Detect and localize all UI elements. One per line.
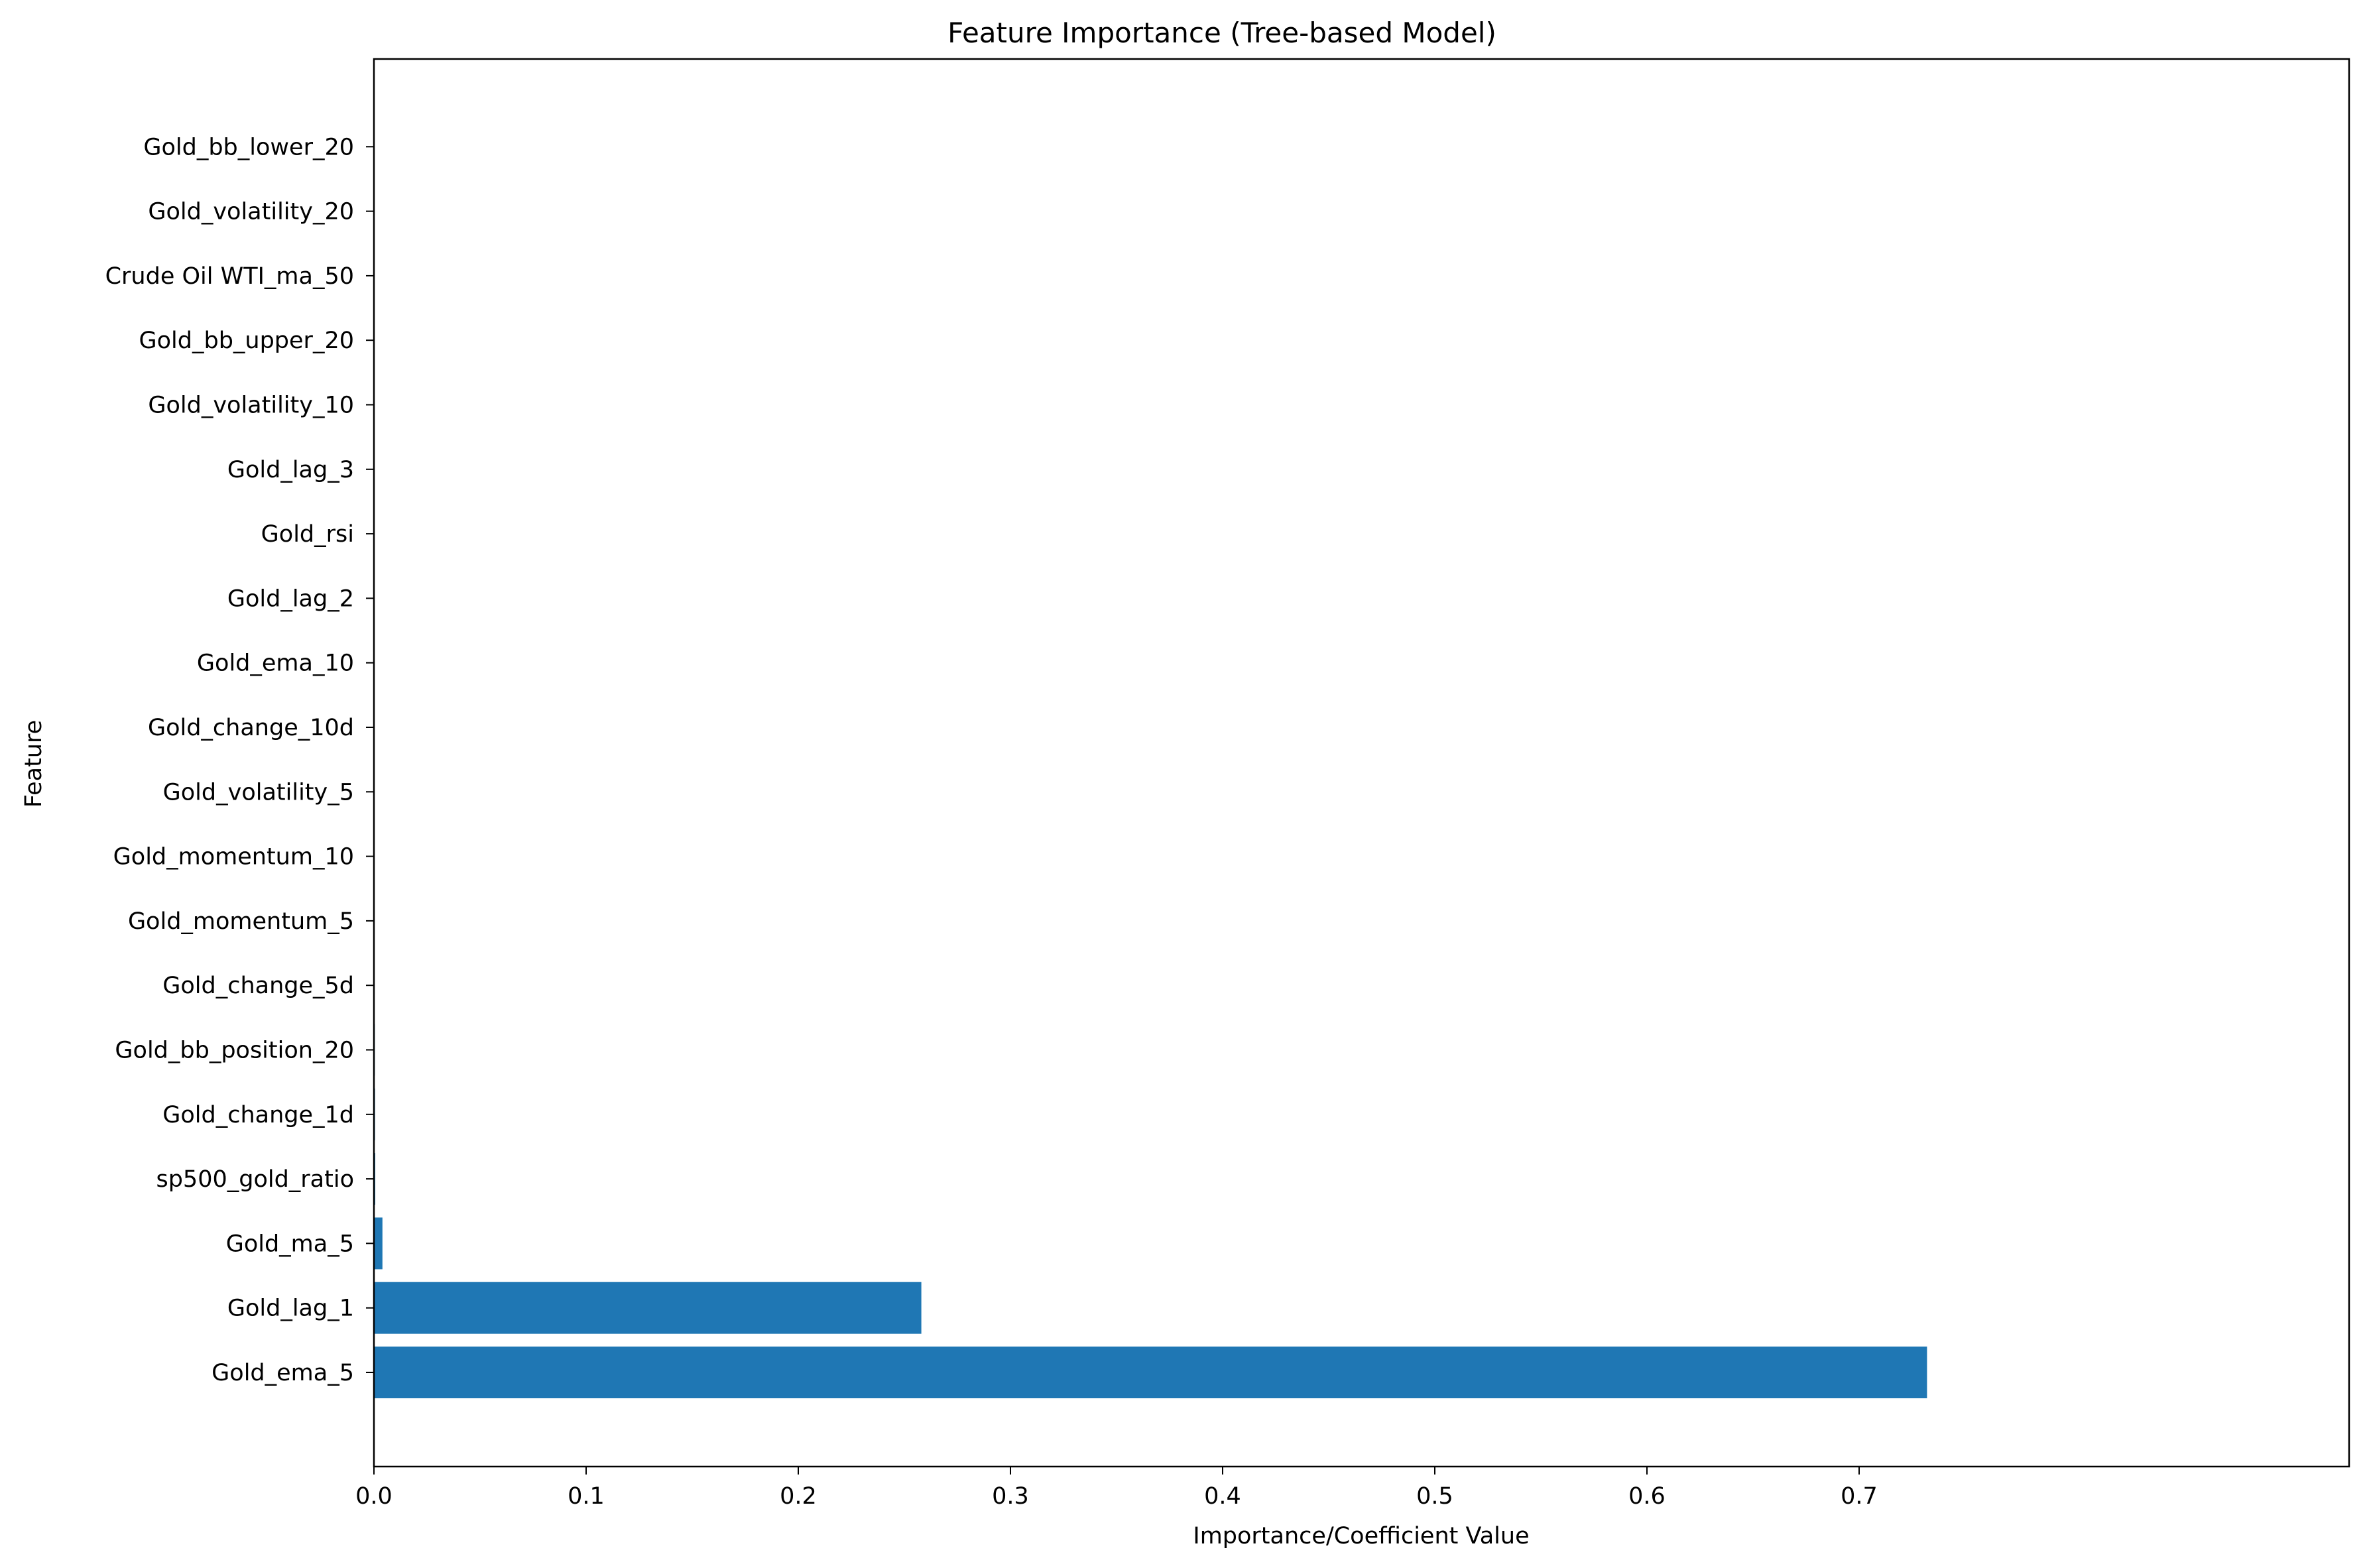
x-tick-label: 0.5 (1416, 1483, 1453, 1510)
y-tick-label: Gold_volatility_20 (148, 199, 354, 225)
y-tick-label: Gold_lag_2 (227, 585, 354, 612)
y-tick-label: Gold_rsi (261, 521, 354, 548)
bars-group (374, 121, 1927, 1398)
chart-title: Feature Importance (Tree-based Model) (947, 17, 1496, 49)
x-axis-ticks: 0.0 0.1 0.2 0.3 0.4 0.5 0.6 0.7 (355, 1467, 1878, 1510)
bar-gold-ma-5 (374, 1217, 383, 1270)
plot-frame (373, 58, 2350, 1468)
x-axis-label: Importance/Coefficient Value (1193, 1523, 1529, 1549)
y-tick-label: Gold_lag_1 (227, 1296, 354, 1322)
y-tick-label: Gold_momentum_10 (113, 844, 354, 871)
y-tick-label: Gold_ma_5 (226, 1231, 354, 1257)
x-tick-label: 0.6 (1628, 1483, 1666, 1510)
y-tick-label: Gold_ema_10 (197, 650, 354, 677)
x-tick-label: 0.4 (1204, 1483, 1241, 1510)
y-tick-label: Gold_volatility_5 (163, 779, 354, 806)
y-tick-label: Crude Oil WTI_ma_50 (105, 263, 354, 290)
bar-gold-lag-1 (374, 1282, 922, 1334)
x-tick-label: 0.2 (780, 1483, 817, 1510)
y-tick-label: Gold_ema_5 (212, 1360, 354, 1386)
x-tick-label: 0.7 (1841, 1483, 1878, 1510)
y-axis-ticks: Gold_ema_5 Gold_lag_1 Gold_ma_5 sp500_gold_… (105, 134, 374, 1386)
y-tick-label: Gold_change_1d (162, 1102, 354, 1128)
x-tick-label: 0.1 (568, 1483, 605, 1510)
y-tick-label: Gold_change_5d (162, 973, 354, 999)
x-tick-label: 0.3 (992, 1483, 1029, 1510)
y-tick-label: Gold_volatility_10 (148, 392, 354, 419)
y-tick-label: Gold_change_10d (148, 715, 354, 741)
y-tick-label: Gold_bb_position_20 (115, 1038, 354, 1064)
x-tick-label: 0.0 (355, 1483, 393, 1510)
y-tick-label: Gold_momentum_5 (128, 908, 354, 935)
y-axis-label: Feature (21, 720, 47, 808)
y-tick-label: sp500_gold_ratio (156, 1166, 354, 1193)
bar-gold-ema-5 (374, 1347, 1927, 1398)
y-tick-label: Gold_bb_upper_20 (139, 328, 355, 354)
y-tick-label: Gold_bb_lower_20 (143, 134, 354, 160)
y-tick-label: Gold_lag_3 (227, 457, 354, 483)
